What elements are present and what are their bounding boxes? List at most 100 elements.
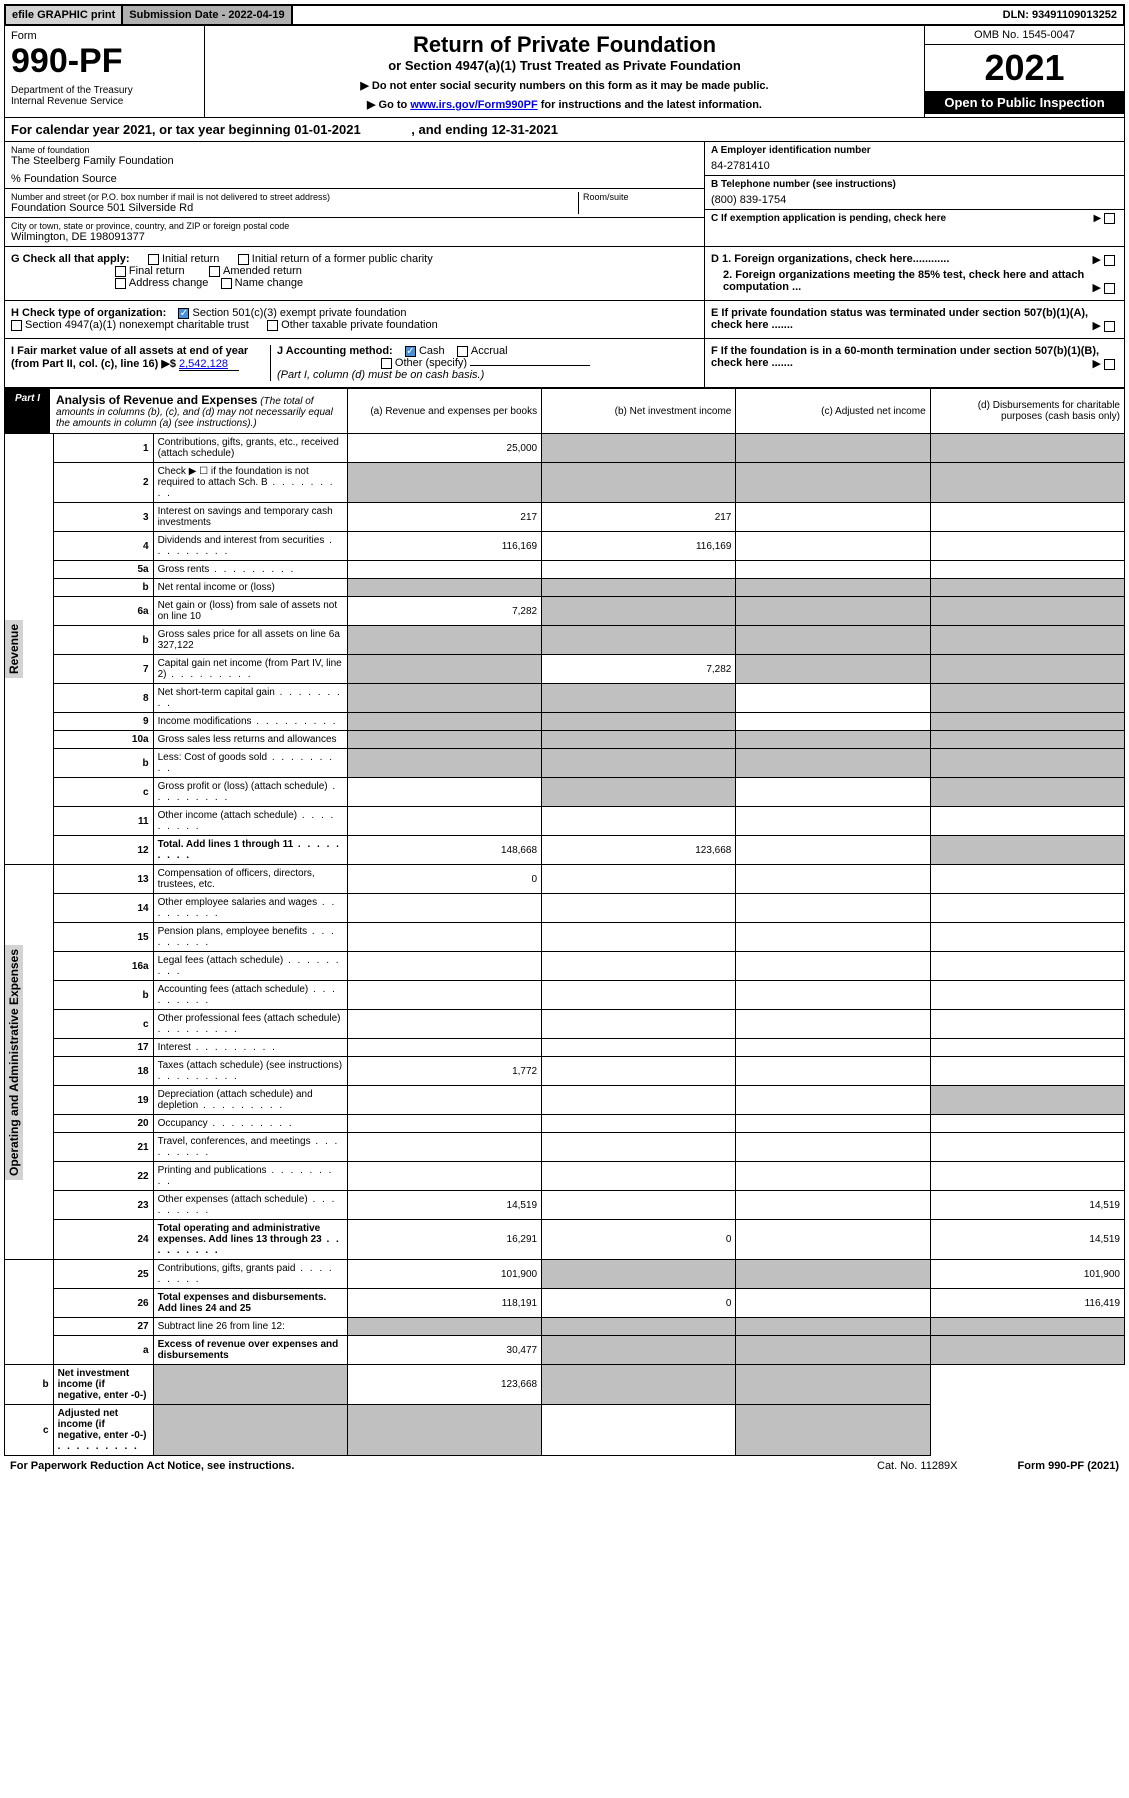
col-c-hdr: (c) Adjusted net income [736, 389, 930, 434]
table-row: 18Taxes (attach schedule) (see instructi… [5, 1057, 1125, 1086]
form-number: 990-PF [11, 42, 198, 81]
f-checkbox[interactable] [1104, 359, 1115, 370]
g-section: G Check all that apply: Initial return I… [4, 247, 1125, 301]
h-cb-other[interactable] [267, 320, 278, 331]
table-row: 17Interest [5, 1039, 1125, 1057]
cell-b [542, 1260, 736, 1289]
cell-b [542, 434, 736, 463]
form-header: Form 990-PF Department of the Treasury I… [4, 26, 1125, 118]
cell-a [347, 807, 541, 836]
cell-c [736, 1115, 930, 1133]
table-row: 22Printing and publications [5, 1162, 1125, 1191]
table-row: 23Other expenses (attach schedule)14,519… [5, 1191, 1125, 1220]
cell-c [736, 1289, 930, 1318]
g-cb-addrchg[interactable] [115, 278, 126, 289]
table-row: 16aLegal fees (attach schedule) [5, 952, 1125, 981]
row-num: 24 [53, 1220, 153, 1260]
cell-d [736, 1405, 930, 1456]
city-label: City or town, state or province, country… [11, 221, 698, 231]
table-row: 3Interest on savings and temporary cash … [5, 503, 1125, 532]
cell-b [542, 923, 736, 952]
d2-checkbox[interactable] [1104, 283, 1115, 294]
row-num: 14 [53, 894, 153, 923]
table-row: 25Contributions, gifts, grants paid101,9… [5, 1260, 1125, 1289]
cell-b [542, 463, 736, 503]
row-desc: Contributions, gifts, grants paid [153, 1260, 347, 1289]
c-checkbox[interactable] [1104, 213, 1115, 224]
row-desc: Interest [153, 1039, 347, 1057]
cell-b [542, 1086, 736, 1115]
cell-a: 25,000 [347, 434, 541, 463]
row-desc: Total operating and administrative expen… [153, 1220, 347, 1260]
cell-d: 116,419 [930, 1289, 1124, 1318]
open-public: Open to Public Inspection [925, 91, 1124, 114]
cell-b: 0 [542, 1220, 736, 1260]
cell-b: 7,282 [542, 655, 736, 684]
table-row: aExcess of revenue over expenses and dis… [5, 1336, 1125, 1365]
cell-b [542, 626, 736, 655]
cell-a: 14,519 [347, 1191, 541, 1220]
i-value[interactable]: 2,542,128 [179, 358, 239, 371]
cell-c [736, 1010, 930, 1039]
e-checkbox[interactable] [1104, 321, 1115, 332]
row-num: c [53, 1010, 153, 1039]
cell-a: 30,477 [347, 1336, 541, 1365]
h-opt-2: Section 4947(a)(1) nonexempt charitable … [25, 319, 249, 331]
row-num: 16a [53, 952, 153, 981]
cell-a [347, 655, 541, 684]
row-desc: Travel, conferences, and meetings [153, 1133, 347, 1162]
table-row: 12Total. Add lines 1 through 11148,66812… [5, 836, 1125, 865]
dln-label: DLN: 93491109013252 [997, 6, 1123, 24]
cell-a [347, 952, 541, 981]
cell-b [542, 1336, 736, 1365]
f-label: F If the foundation is in a 60-month ter… [711, 345, 1099, 369]
phone-value: (800) 839-1754 [711, 194, 1118, 206]
calendar-year: For calendar year 2021, or tax year begi… [4, 118, 1125, 142]
cat-no: Cat. No. 11289X [877, 1460, 958, 1472]
row-num: b [53, 579, 153, 597]
table-row: bGross sales price for all assets on lin… [5, 626, 1125, 655]
h-cb-501c3[interactable] [178, 308, 189, 319]
cell-a: 148,668 [347, 836, 541, 865]
row-num: 1 [53, 434, 153, 463]
row-num: 7 [53, 655, 153, 684]
note2-post: for instructions and the latest informat… [538, 99, 762, 111]
cell-c [736, 561, 930, 579]
table-row: cOther professional fees (attach schedul… [5, 1010, 1125, 1039]
info-section: Name of foundation The Steelberg Family … [4, 142, 1125, 247]
g-cb-amended[interactable] [209, 266, 220, 277]
cell-c [736, 894, 930, 923]
efile-label[interactable]: efile GRAPHIC print [6, 6, 123, 24]
table-row: 15Pension plans, employee benefits [5, 923, 1125, 952]
g-opt-4: Address change [129, 277, 209, 289]
row-desc: Dividends and interest from securities [153, 532, 347, 561]
j-cb-cash[interactable] [405, 346, 416, 357]
row-desc: Net short-term capital gain [153, 684, 347, 713]
cell-a: 116,169 [347, 532, 541, 561]
cell-d [930, 1336, 1124, 1365]
g-cb-namechg[interactable] [221, 278, 232, 289]
form-link[interactable]: www.irs.gov/Form990PF [410, 99, 537, 111]
row-num: 23 [53, 1191, 153, 1220]
cell-b [542, 807, 736, 836]
h-cb-4947[interactable] [11, 320, 22, 331]
table-row: 8Net short-term capital gain [5, 684, 1125, 713]
cell-b [542, 1115, 736, 1133]
row-num: a [53, 1336, 153, 1365]
d1-checkbox[interactable] [1104, 255, 1115, 266]
cell-b [542, 1162, 736, 1191]
cell-c [736, 434, 930, 463]
row-num: 13 [53, 865, 153, 894]
cell-a [347, 1162, 541, 1191]
j-cb-accrual[interactable] [457, 346, 468, 357]
g-cb-former[interactable] [238, 254, 249, 265]
cell-d [930, 952, 1124, 981]
g-cb-final[interactable] [115, 266, 126, 277]
j-cb-other[interactable] [381, 358, 392, 369]
g-cb-initial[interactable] [148, 254, 159, 265]
addr-label: Number and street (or P.O. box number if… [11, 192, 578, 202]
row-num: 5a [53, 561, 153, 579]
h-label: H Check type of organization: [11, 307, 166, 319]
room-label: Room/suite [583, 192, 698, 202]
cell-c [542, 1405, 736, 1456]
